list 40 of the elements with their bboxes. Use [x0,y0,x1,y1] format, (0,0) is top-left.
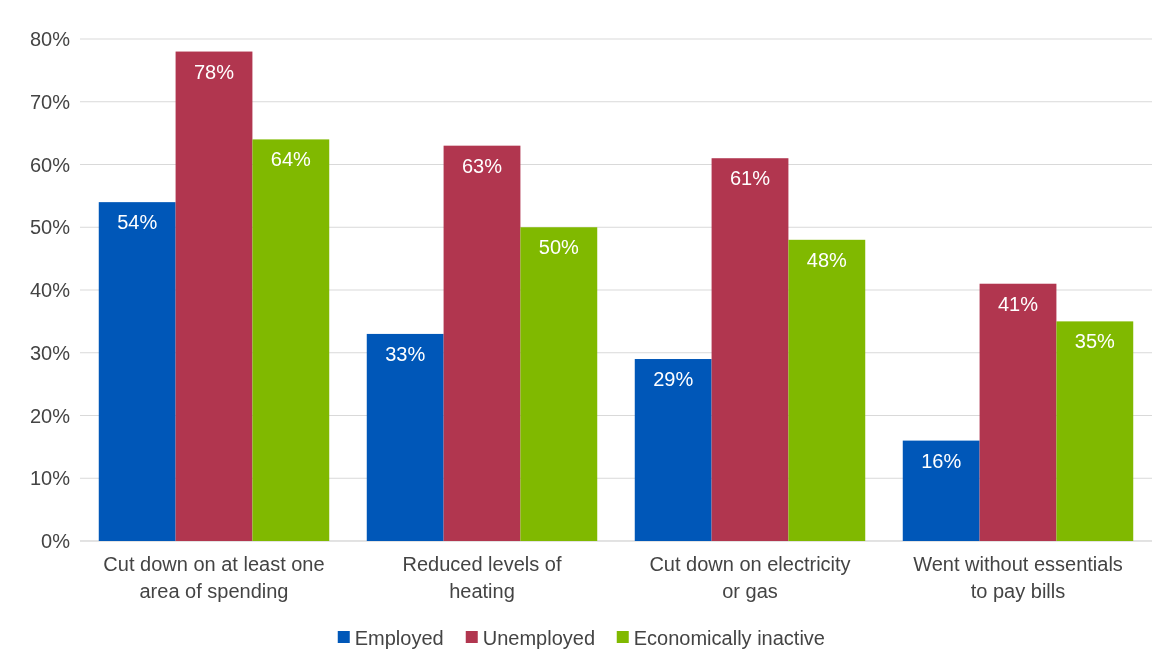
bar [711,158,789,541]
bar [175,51,253,541]
bar [520,227,598,541]
x-tick-label: Went without essentials to pay bills [913,553,1123,602]
bar [1056,321,1134,541]
y-tick-label: 10% [29,467,71,490]
data-label: 63% [461,154,503,177]
y-tick-label: 50% [29,216,71,239]
legend-label: Unemployed [482,627,596,649]
x-tick-label: Cut down on electricity or gas [649,553,851,602]
x-tick-label: Cut down on at least one area of spending [103,553,325,602]
data-label: 64% [270,148,312,171]
legend-label: Economically inactive [633,627,825,649]
y-tick-label: 40% [29,279,71,301]
data-label: 78% [193,60,235,83]
x-tick-label: Reduced levels of heating [402,553,562,602]
y-tick-label: 30% [29,341,71,364]
data-label: 48% [806,248,848,271]
data-label: 33% [385,342,426,365]
y-tick-label: 70% [29,90,71,113]
bar [979,283,1057,541]
y-tick-label: 60% [29,153,71,176]
data-label: 29% [653,368,694,391]
bar [443,145,521,541]
y-tick-label: 80% [29,28,71,50]
bar [902,440,980,541]
bar [252,139,330,541]
bar [634,359,712,541]
bar [98,202,176,541]
data-label: 61% [729,167,771,190]
data-label: 16% [921,449,962,472]
y-tick-label: 20% [29,404,71,427]
bar [788,239,866,541]
data-label: 35% [1074,330,1116,353]
legend-label: Employed [354,627,444,649]
data-label: 50% [538,236,580,259]
y-tick-label: 0% [41,530,71,552]
data-label: 54% [117,211,158,234]
data-label: 41% [997,292,1039,315]
bar [366,333,444,541]
